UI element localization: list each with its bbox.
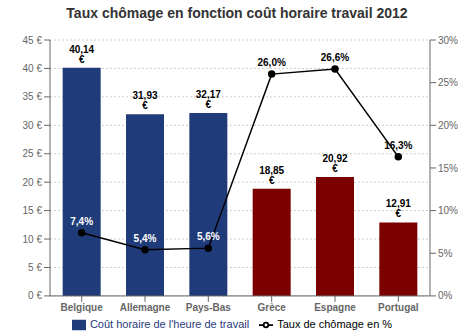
svg-text:31,93€: 31,93€ — [132, 90, 157, 111]
svg-text:40,14€: 40,14€ — [69, 44, 94, 65]
svg-text:32,17€: 32,17€ — [196, 89, 221, 110]
svg-text:30%: 30% — [438, 35, 458, 46]
svg-text:10 €: 10 € — [23, 234, 43, 245]
svg-text:25 €: 25 € — [23, 148, 43, 159]
svg-text:18,85€: 18,85€ — [259, 165, 284, 186]
svg-text:5 €: 5 € — [28, 262, 42, 273]
svg-text:5,6%: 5,6% — [197, 231, 220, 242]
svg-text:20%: 20% — [438, 120, 458, 131]
svg-text:12,91€: 12,91€ — [386, 198, 411, 219]
svg-text:Belgique: Belgique — [61, 302, 104, 313]
svg-text:0%: 0% — [438, 290, 453, 301]
svg-text:25%: 25% — [438, 77, 458, 88]
svg-text:5,4%: 5,4% — [134, 233, 157, 244]
svg-text:15 €: 15 € — [23, 205, 43, 216]
svg-text:Allemagne: Allemagne — [120, 302, 171, 313]
svg-text:10%: 10% — [438, 205, 458, 216]
html-text:Coût horaire de l'heure de tra: Coût horaire de l'heure de travail — [89, 317, 250, 330]
svg-text:Espagne: Espagne — [314, 302, 356, 313]
svg-text:Pays-Bas: Pays-Bas — [186, 302, 231, 313]
svg-text:0 €: 0 € — [28, 290, 42, 301]
svg-text:30 €: 30 € — [23, 120, 43, 131]
svg-text:Portugal: Portugal — [378, 302, 419, 313]
svg-text:35 €: 35 € — [23, 91, 43, 102]
html-text:Taux chômage en fonction coût: Taux chômage en fonction coût horaire tr… — [66, 5, 408, 21]
svg-text:Grèce: Grèce — [257, 302, 286, 313]
svg-text:20,92€: 20,92€ — [322, 153, 347, 174]
svg-text:16,3%: 16,3% — [384, 140, 412, 151]
svg-text:26,0%: 26,0% — [257, 57, 285, 68]
html-text:Taux de chômage en %: Taux de chômage en % — [277, 317, 393, 330]
svg-text:15%: 15% — [438, 163, 458, 174]
svg-text:26,6%: 26,6% — [321, 52, 349, 63]
svg-text:7,4%: 7,4% — [70, 216, 93, 227]
svg-text:40 €: 40 € — [23, 63, 43, 74]
svg-text:45 €: 45 € — [23, 35, 43, 46]
svg-text:20 €: 20 € — [23, 177, 43, 188]
svg-text:5%: 5% — [438, 248, 453, 259]
